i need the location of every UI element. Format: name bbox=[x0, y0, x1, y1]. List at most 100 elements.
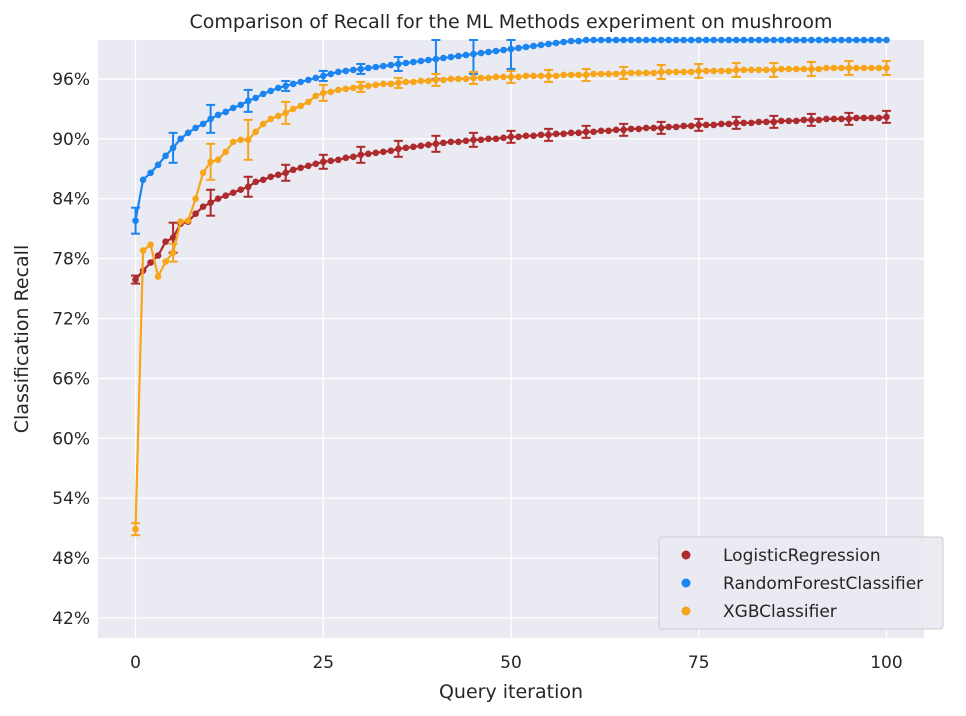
data-point bbox=[342, 67, 350, 75]
data-point bbox=[597, 127, 605, 135]
data-point bbox=[793, 36, 800, 44]
data-point bbox=[725, 120, 733, 128]
x-tick-label: 75 bbox=[688, 653, 710, 673]
data-point bbox=[237, 101, 244, 109]
data-point bbox=[515, 133, 522, 141]
data-point bbox=[740, 36, 748, 44]
data-point bbox=[702, 36, 710, 44]
data-point bbox=[808, 116, 815, 124]
data-point bbox=[312, 160, 320, 168]
data-point bbox=[267, 173, 275, 181]
data-point bbox=[282, 169, 290, 177]
data-point bbox=[169, 249, 177, 256]
data-point bbox=[507, 133, 515, 141]
data-point bbox=[432, 76, 440, 84]
data-point bbox=[447, 53, 455, 61]
data-point bbox=[605, 70, 612, 78]
data-point bbox=[612, 126, 620, 134]
data-point bbox=[868, 114, 875, 122]
data-point bbox=[162, 152, 169, 160]
data-point bbox=[620, 126, 627, 134]
data-point bbox=[545, 131, 552, 139]
data-point bbox=[327, 88, 335, 96]
data-point bbox=[642, 36, 650, 44]
data-point bbox=[620, 69, 627, 77]
data-point bbox=[815, 36, 823, 44]
data-point bbox=[672, 68, 680, 76]
data-point bbox=[687, 122, 695, 130]
data-point bbox=[462, 51, 470, 59]
data-point bbox=[680, 36, 687, 44]
data-point bbox=[357, 83, 365, 91]
data-point bbox=[214, 156, 222, 164]
data-point bbox=[387, 61, 395, 69]
data-point bbox=[808, 65, 815, 73]
data-point bbox=[184, 129, 192, 137]
data-point bbox=[380, 80, 387, 88]
data-point bbox=[455, 75, 462, 83]
data-point bbox=[665, 123, 672, 131]
data-point bbox=[823, 36, 830, 44]
data-point bbox=[575, 37, 582, 45]
data-point bbox=[793, 117, 800, 125]
data-point bbox=[372, 63, 380, 71]
data-point bbox=[635, 36, 642, 44]
data-point bbox=[492, 73, 500, 81]
data-point bbox=[785, 36, 793, 44]
data-point bbox=[710, 121, 717, 129]
y-tick-label: 78% bbox=[52, 250, 90, 270]
data-point bbox=[695, 67, 702, 75]
data-point bbox=[335, 156, 342, 164]
data-point bbox=[305, 98, 312, 106]
data-point bbox=[500, 73, 507, 81]
data-point bbox=[229, 189, 237, 196]
data-point bbox=[500, 46, 507, 54]
data-point bbox=[214, 111, 222, 119]
data-point bbox=[627, 36, 635, 44]
data-point bbox=[702, 67, 710, 75]
data-point bbox=[169, 144, 177, 152]
data-point bbox=[335, 86, 342, 94]
data-point bbox=[417, 77, 425, 85]
data-point bbox=[320, 72, 327, 80]
data-point bbox=[350, 66, 357, 74]
data-point bbox=[507, 45, 515, 53]
data-point bbox=[868, 36, 875, 44]
data-point bbox=[875, 114, 883, 122]
data-point bbox=[522, 72, 530, 80]
series-xgbclassifier bbox=[131, 59, 891, 537]
data-point bbox=[184, 217, 192, 224]
data-point bbox=[312, 74, 320, 82]
data-point bbox=[605, 36, 612, 44]
data-point bbox=[575, 71, 582, 79]
data-point bbox=[710, 36, 717, 44]
data-point bbox=[342, 154, 350, 162]
data-point bbox=[883, 36, 890, 44]
data-point bbox=[350, 153, 357, 161]
data-point bbox=[132, 525, 139, 533]
data-point bbox=[244, 97, 252, 105]
data-point bbox=[687, 36, 695, 44]
data-point bbox=[380, 62, 387, 70]
data-point bbox=[823, 115, 830, 123]
data-point bbox=[800, 116, 808, 124]
data-point bbox=[192, 210, 199, 217]
data-point bbox=[372, 81, 380, 89]
data-point bbox=[372, 149, 380, 157]
data-point bbox=[838, 115, 845, 123]
data-point bbox=[402, 59, 410, 67]
data-point bbox=[207, 115, 214, 123]
data-point bbox=[725, 36, 733, 44]
data-point bbox=[778, 65, 785, 73]
data-point bbox=[597, 70, 605, 78]
data-point bbox=[597, 36, 605, 44]
data-point bbox=[477, 49, 485, 57]
series-randomforestclassifier bbox=[131, 36, 890, 235]
data-point bbox=[763, 36, 770, 44]
legend-label-logisticregression: LogisticRegression bbox=[723, 546, 881, 566]
data-point bbox=[815, 65, 823, 73]
data-point bbox=[192, 195, 199, 202]
data-point bbox=[395, 145, 402, 153]
data-point bbox=[582, 128, 590, 136]
data-point bbox=[665, 68, 672, 76]
